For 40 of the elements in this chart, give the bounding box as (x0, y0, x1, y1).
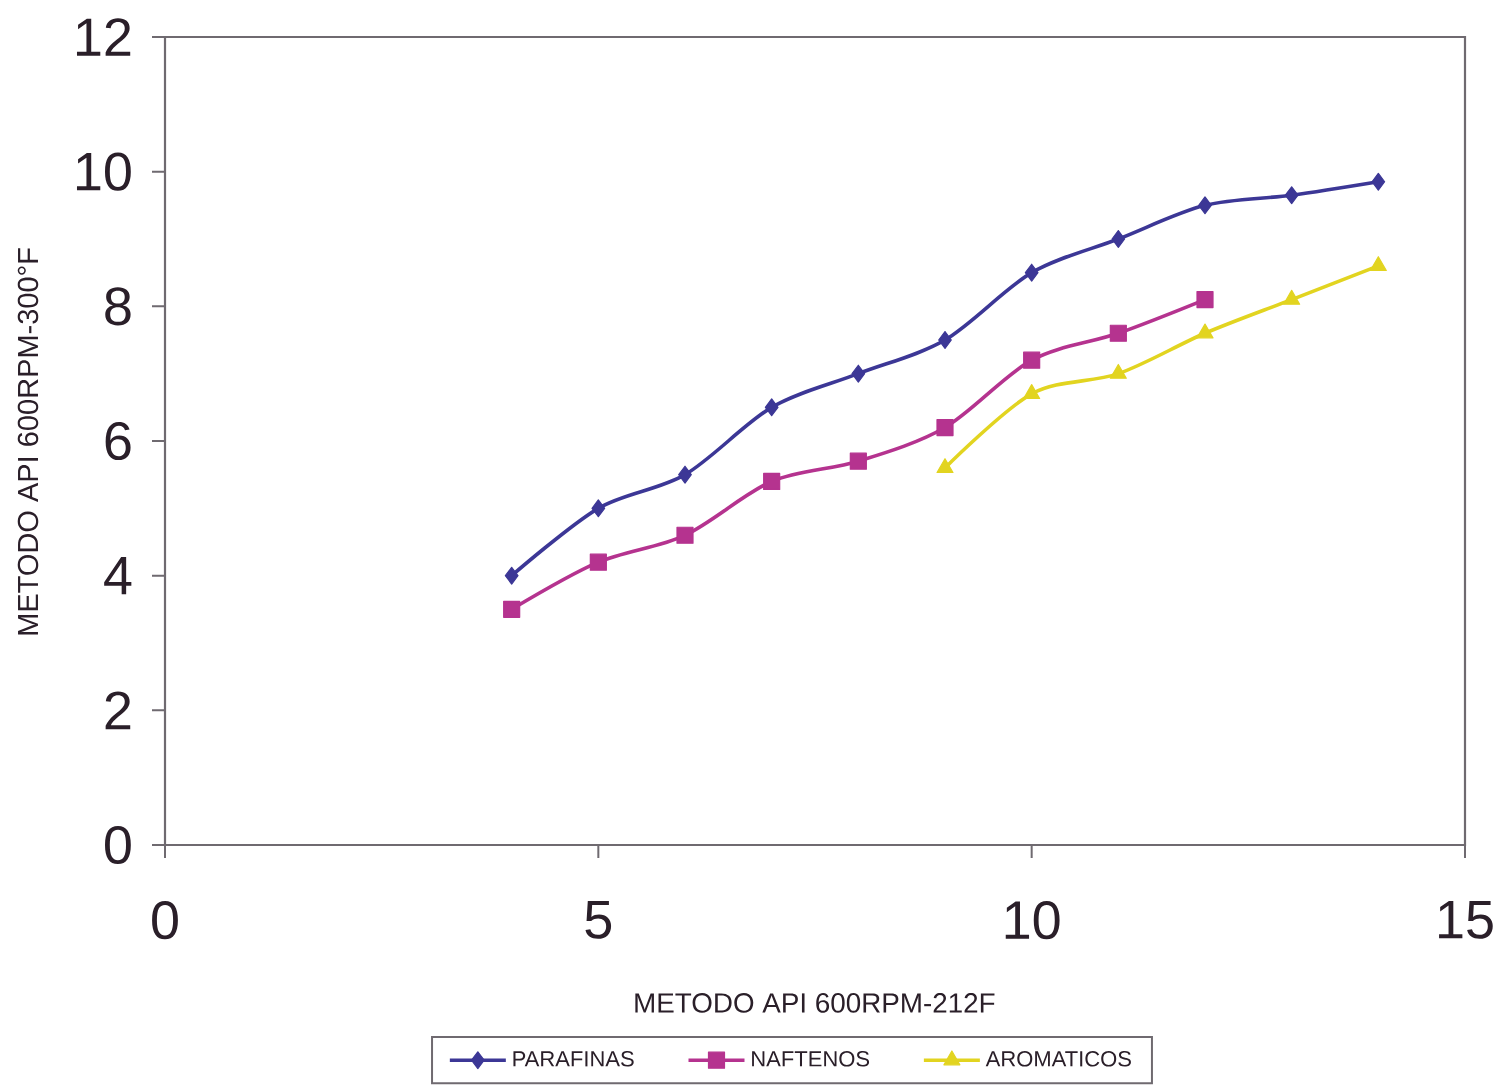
point (764, 398, 779, 417)
y-tick-label: 4 (104, 557, 132, 595)
point (676, 526, 694, 544)
x-tick-label: 15 (1439, 901, 1493, 939)
point (1369, 256, 1387, 272)
y-tick-label: 6 (105, 421, 131, 461)
point (1196, 323, 1214, 339)
point (1198, 196, 1212, 215)
y-tick-label: 10 (76, 152, 131, 191)
point (1023, 384, 1041, 400)
point (591, 499, 606, 518)
point (678, 465, 692, 484)
point (763, 472, 781, 490)
y-axis-title: METODO API 600RPM-300°F (17, 248, 39, 635)
y-tick-label: 12 (76, 18, 131, 56)
point (1024, 263, 1039, 282)
point (1023, 351, 1041, 369)
x-tick-label: 10 (1005, 901, 1060, 940)
point (938, 330, 952, 349)
point (849, 452, 867, 470)
point (1196, 290, 1214, 309)
point (851, 364, 866, 383)
point (1111, 229, 1126, 248)
point (503, 600, 521, 618)
y-tick-label: 0 (105, 825, 131, 865)
point (1109, 324, 1127, 342)
point (589, 553, 607, 571)
point (504, 566, 519, 585)
x-axis-title: METODO API 600RPM-212F (635, 993, 995, 1013)
legend-label: PARAFINAS (513, 1051, 634, 1067)
x-tick-label: 5 (585, 901, 612, 939)
x-tick-label: 0 (152, 901, 178, 940)
legend-label: NAFTENOS (752, 1051, 870, 1067)
y-tick-label: 2 (105, 691, 131, 730)
point (1284, 186, 1299, 205)
point (1371, 172, 1386, 191)
point (936, 418, 954, 437)
y-tick-label: 8 (105, 287, 131, 326)
point (936, 458, 954, 474)
legend-label: AROMATICOS (985, 1051, 1131, 1067)
